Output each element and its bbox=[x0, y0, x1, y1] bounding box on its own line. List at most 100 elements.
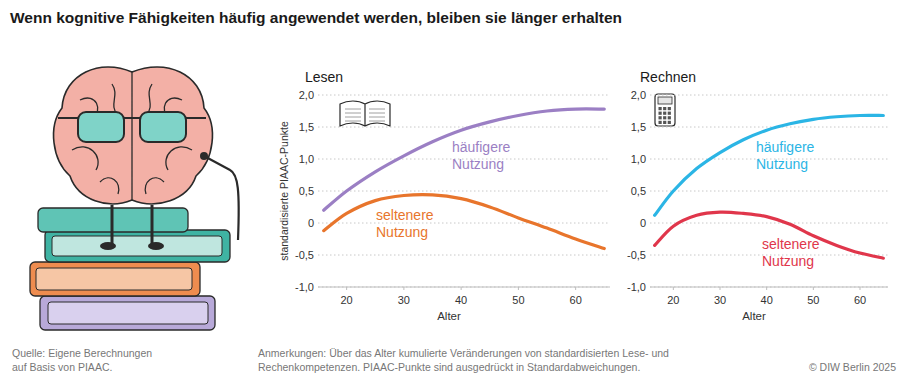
calculator-icon bbox=[655, 94, 675, 126]
series-label-line: häufigere bbox=[756, 139, 815, 155]
y-tick-label: -1,0 bbox=[627, 281, 646, 293]
grid-line bbox=[318, 223, 610, 224]
x-tick-label: 50 bbox=[512, 294, 524, 306]
book-lines bbox=[345, 121, 385, 122]
book bbox=[40, 296, 215, 330]
copyright: © DIW Berlin 2025 bbox=[809, 361, 896, 373]
calculator-key bbox=[663, 116, 666, 119]
x-tick bbox=[673, 287, 674, 290]
y-tick-label: -0,5 bbox=[627, 249, 646, 261]
book bbox=[45, 230, 230, 262]
x-axis-line bbox=[318, 287, 610, 288]
panel-icon bbox=[340, 101, 390, 126]
calculator-key bbox=[659, 121, 662, 124]
calculator-display bbox=[658, 97, 672, 104]
calculator-key bbox=[668, 121, 671, 124]
glasses-lens bbox=[78, 112, 124, 142]
grid-line bbox=[650, 95, 888, 96]
series-line bbox=[655, 115, 884, 215]
source: auf Basis von PIAAC. bbox=[12, 361, 112, 373]
x-tick-label: 20 bbox=[667, 294, 679, 306]
series-label-line: seltenere bbox=[376, 207, 434, 223]
notes: Rechenkompetenzen. PIAAC-Punkte sind aus… bbox=[258, 361, 640, 373]
source: Quelle: Eigene Berechnungen bbox=[12, 347, 152, 359]
hand bbox=[200, 152, 208, 160]
grid-line bbox=[318, 127, 610, 128]
grid-line bbox=[318, 95, 610, 96]
series-label: häufigereNutzung bbox=[756, 139, 815, 172]
calculator-key bbox=[663, 112, 666, 115]
lines bbox=[655, 115, 884, 258]
notes: Anmerkungen: Über das Alter kumulierte V… bbox=[258, 347, 669, 359]
x-tick-label: 60 bbox=[854, 294, 866, 306]
glasses-lens bbox=[140, 112, 186, 142]
legs bbox=[112, 205, 152, 246]
calculator-key bbox=[659, 107, 662, 110]
x-tick-label: 40 bbox=[455, 294, 467, 306]
panel-icon bbox=[655, 94, 675, 126]
grid-line bbox=[650, 127, 888, 128]
x-tick bbox=[860, 287, 861, 290]
x-axis-label: Alter bbox=[437, 310, 461, 322]
book-pages bbox=[52, 236, 222, 256]
brain bbox=[54, 67, 213, 204]
x-tick bbox=[346, 287, 347, 290]
y-tick-label: 0 bbox=[640, 217, 646, 229]
series-label-line: Nutzung bbox=[756, 156, 808, 172]
y-tick-label: 2,0 bbox=[299, 89, 314, 101]
x-tick bbox=[461, 287, 462, 290]
y-tick-label: 1,0 bbox=[299, 153, 314, 165]
x-tick-label: 30 bbox=[714, 294, 726, 306]
series-label-line: Nutzung bbox=[452, 156, 504, 172]
calculator-key bbox=[668, 116, 671, 119]
x-tick-label: 20 bbox=[341, 294, 353, 306]
calculator-key bbox=[659, 116, 662, 119]
series-label-line: Nutzung bbox=[762, 253, 814, 269]
series-line bbox=[324, 109, 605, 210]
series-label: seltenereNutzung bbox=[762, 236, 820, 269]
y-tick-label: 1,5 bbox=[299, 121, 314, 133]
x-tick bbox=[813, 287, 814, 290]
foot bbox=[100, 242, 116, 250]
illustration bbox=[30, 67, 239, 330]
book bbox=[30, 262, 200, 296]
y-axis-label: standardisierte PIAAC-Punkte bbox=[278, 121, 290, 261]
grid-line bbox=[650, 287, 888, 288]
x-tick bbox=[766, 287, 767, 290]
y-tick-label: 0,5 bbox=[299, 185, 314, 197]
y-tick-label: 0,5 bbox=[631, 185, 646, 197]
series-label: seltenereNutzung bbox=[376, 207, 434, 240]
book-lines bbox=[345, 113, 385, 114]
series-label: häufigereNutzung bbox=[452, 139, 511, 172]
book-icon bbox=[340, 101, 390, 126]
y-tick-label: 1,0 bbox=[631, 153, 646, 165]
chart-title: Rechnen bbox=[640, 69, 696, 85]
chart-panel: Lesen2,01,51,00,50-0,5-1,02030405060Alte… bbox=[278, 69, 610, 322]
series-line bbox=[655, 212, 884, 258]
x-tick-label: 60 bbox=[570, 294, 582, 306]
pointer bbox=[204, 156, 239, 240]
brain-folds bbox=[72, 72, 192, 200]
grid-line bbox=[650, 191, 888, 192]
y-tick-label: -0,5 bbox=[295, 249, 314, 261]
x-tick-label: 30 bbox=[398, 294, 410, 306]
series-label-line: seltenere bbox=[762, 236, 820, 252]
page: Wenn kognitive Fähigkeiten häufig angewe… bbox=[0, 0, 906, 388]
calculator-key bbox=[663, 107, 666, 110]
x-tick-label: 40 bbox=[761, 294, 773, 306]
book-lines bbox=[345, 109, 385, 110]
title: Wenn kognitive Fähigkeiten häufig angewe… bbox=[10, 9, 622, 26]
series-label-line: Nutzung bbox=[376, 224, 428, 240]
y-tick-label: -1,0 bbox=[295, 281, 314, 293]
grid-line bbox=[318, 287, 610, 288]
x-axis-label: Alter bbox=[742, 310, 766, 322]
grid-line bbox=[318, 191, 610, 192]
y-tick-label: 1,5 bbox=[631, 121, 646, 133]
calculator-key bbox=[668, 107, 671, 110]
calculator-key bbox=[663, 121, 666, 124]
series-line bbox=[324, 195, 605, 249]
x-tick bbox=[575, 287, 576, 290]
book-pages bbox=[48, 302, 208, 324]
book-lines bbox=[345, 117, 385, 118]
series-label-line: häufigere bbox=[452, 139, 511, 155]
